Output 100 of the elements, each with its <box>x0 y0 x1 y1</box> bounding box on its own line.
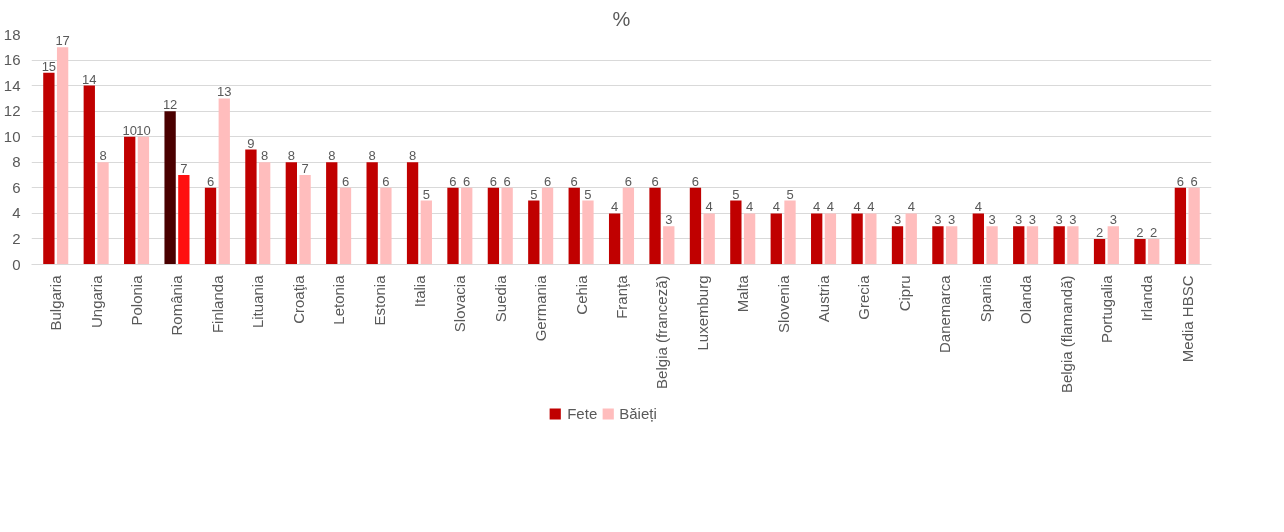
x-tick-label: Malta <box>734 274 752 313</box>
data-label: 8 <box>287 148 295 164</box>
x-tick-label: Media HBSC <box>1178 275 1196 363</box>
bar <box>663 226 675 265</box>
y-tick-label: 18 <box>3 25 21 43</box>
bar <box>285 162 297 265</box>
data-label: 6 <box>1190 173 1198 189</box>
bar <box>608 213 621 265</box>
bar <box>366 162 378 265</box>
data-label: 6 <box>1176 173 1184 189</box>
bar <box>1107 226 1119 265</box>
x-tick-label: Irlanda <box>1138 274 1156 322</box>
data-label: 6 <box>489 173 498 189</box>
bar <box>406 162 419 265</box>
bar <box>1134 238 1146 265</box>
data-label: 6 <box>463 173 471 189</box>
bar <box>972 213 984 265</box>
x-tick-label: Olanda <box>1017 274 1035 324</box>
data-label: 4 <box>745 199 754 215</box>
x-tick-label: Belgia (flamandă) <box>1057 275 1075 394</box>
data-label: 7 <box>301 161 309 177</box>
x-tick-label: Estonia <box>370 274 388 326</box>
bar <box>97 162 109 265</box>
legend-label: Băieți <box>619 404 657 422</box>
x-tick-label: Slovacia <box>451 274 469 333</box>
bar <box>622 187 635 265</box>
y-tick-label: 10 <box>3 127 21 145</box>
bar <box>865 213 877 265</box>
data-label: 4 <box>853 199 861 215</box>
data-label: 9 <box>247 135 255 151</box>
x-tick-label: Slovenia <box>774 274 792 334</box>
y-tick-label: 12 <box>3 102 21 120</box>
data-label: 4 <box>705 199 713 215</box>
data-label: 5 <box>530 186 538 202</box>
bar <box>986 226 998 265</box>
bar <box>218 98 230 265</box>
bar <box>541 187 554 265</box>
data-label: 4 <box>907 199 915 215</box>
x-tick-label: Franţa <box>613 274 630 319</box>
data-label: 6 <box>651 173 659 189</box>
x-tick-label: Suedia <box>491 274 509 323</box>
bar <box>420 200 432 265</box>
data-label: 17 <box>55 33 70 49</box>
bar <box>811 213 823 265</box>
x-tick-label: Austria <box>815 274 833 323</box>
data-label: 13 <box>217 84 232 100</box>
data-label: 4 <box>867 199 875 215</box>
bar <box>178 175 190 265</box>
bar <box>501 187 513 265</box>
x-tick-label: Germania <box>532 274 550 342</box>
x-tick-label: Croaţia <box>289 274 307 324</box>
x-tick-label: Danemarca <box>936 274 954 354</box>
bar <box>1148 238 1160 265</box>
data-label: 8 <box>408 148 417 164</box>
x-tick-label: Italia <box>410 274 428 308</box>
data-label: 6 <box>570 173 578 189</box>
bar <box>689 187 702 265</box>
x-tick-label: Polonia <box>128 274 146 326</box>
data-label: 3 <box>1069 212 1077 228</box>
x-tick-label: Spania <box>976 274 994 323</box>
bar <box>730 200 742 265</box>
data-label: 4 <box>772 199 780 215</box>
data-label: 3 <box>948 212 956 228</box>
x-tick-label: Cehia <box>572 274 590 315</box>
data-label: 5 <box>584 186 592 202</box>
bar <box>1026 226 1039 265</box>
bar <box>528 200 540 265</box>
data-label: 3 <box>893 212 902 228</box>
data-label: 4 <box>974 199 982 215</box>
data-label: 6 <box>449 173 457 189</box>
bar <box>339 187 352 265</box>
data-label: 3 <box>1028 212 1037 228</box>
y-tick-label: 4 <box>12 204 21 222</box>
data-label: 6 <box>341 173 350 189</box>
bar <box>703 213 715 265</box>
data-label: 5 <box>786 186 794 202</box>
bar <box>932 226 944 265</box>
data-label: 10 <box>122 122 137 138</box>
data-label: 5 <box>422 186 430 202</box>
bar <box>43 72 55 265</box>
data-label: 2 <box>1136 224 1144 240</box>
x-tick-label: Grecia <box>855 274 873 320</box>
data-label: 3 <box>1055 212 1063 228</box>
x-tick-label: Bulgaria <box>47 274 65 331</box>
bar <box>259 162 271 265</box>
bar <box>743 213 756 265</box>
y-tick-label: 16 <box>3 51 21 69</box>
data-label: 8 <box>99 148 107 164</box>
x-tick-label: Portugalia <box>1097 274 1115 344</box>
data-label: 3 <box>934 212 942 228</box>
data-label: 6 <box>624 173 632 189</box>
data-label: 5 <box>732 186 740 202</box>
data-label: 8 <box>328 148 336 164</box>
y-tick-label: 6 <box>12 178 21 196</box>
bar <box>1013 226 1025 265</box>
y-tick-label: 8 <box>12 153 21 171</box>
bar <box>905 213 917 265</box>
x-tick-label: Belgia (franceză) <box>653 275 671 389</box>
data-label: 3 <box>988 212 996 228</box>
data-label: 14 <box>82 71 97 87</box>
